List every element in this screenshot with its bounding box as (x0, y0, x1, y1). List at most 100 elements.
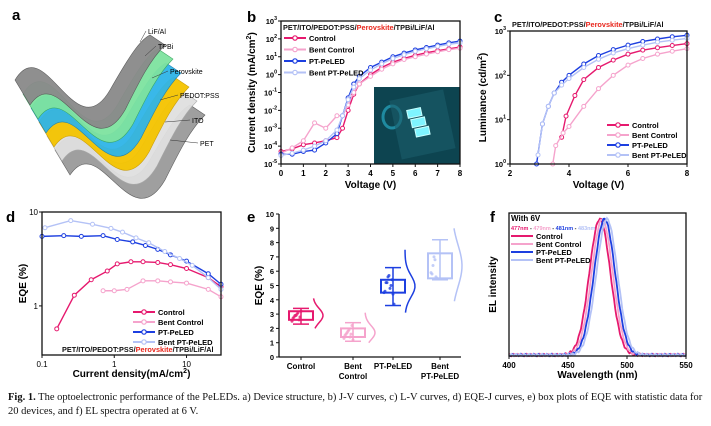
data-point (124, 286, 130, 292)
layer-label: Perovskite (170, 69, 203, 76)
y-tick-label: 0 (270, 353, 274, 362)
data-point (68, 218, 74, 224)
data-point (430, 272, 434, 276)
figure: a LiF/Al TPBi Perovskite PEDOT:PSS ITO PET b 0… (6, 7, 693, 381)
structure-title-prefix: PET/ITO/PEDOT:PSS/ (62, 345, 136, 354)
data-point (669, 37, 675, 43)
data-point (432, 255, 436, 259)
data-point (581, 65, 587, 71)
data-point (130, 239, 136, 245)
data-point (610, 72, 616, 78)
legend-label: PT-PeLED (158, 328, 194, 337)
y-tick-label: 1 (34, 302, 39, 311)
legend-marker (615, 122, 621, 128)
data-point (142, 242, 148, 248)
data-point (177, 255, 183, 261)
data-point (655, 39, 660, 45)
panel-letter-e: e (247, 209, 255, 226)
x-tick-label: 550 (679, 361, 693, 370)
x-tick-label: 10 (182, 360, 191, 369)
structure-title: PET/ITO/PEDOT:PSS/Perovskite/TPBi/LiF/Al (62, 345, 214, 354)
data-point (348, 335, 352, 339)
data-point (446, 41, 452, 47)
x-tick-label: 0.1 (36, 360, 48, 369)
layer-pointer (169, 139, 199, 144)
data-point (345, 107, 351, 113)
category-label: PT-PeLED (421, 372, 459, 381)
y-tick-label: 100 (266, 70, 277, 80)
data-point (545, 103, 551, 109)
data-point (423, 51, 429, 57)
peak-label: 481nm (556, 226, 574, 232)
layer-pointer (151, 70, 169, 79)
y-axis-label: Luminance (cd/m2) (477, 53, 489, 143)
structure-title-prefix: PET/ITO/PEDOT:PSS/ (512, 20, 586, 29)
y-tick-label: 102 (495, 70, 506, 80)
data-point (155, 278, 161, 284)
layer-pointer (159, 94, 179, 101)
panel-letter-d: d (6, 209, 15, 226)
data-point (412, 54, 418, 60)
panel-letter-f: f (490, 209, 496, 226)
x-tick-label: 3 (346, 169, 351, 178)
x-tick-label: 5 (391, 169, 396, 178)
legend-marker (615, 152, 621, 158)
data-point (61, 233, 67, 239)
structure-title-suffix: /TPBi/LiF/Al (394, 23, 435, 32)
y-axis-label: Current density (mA/cm2) (246, 32, 258, 153)
structure-title-suffix: /TPBi/LiF/Al (173, 345, 214, 354)
data-point (114, 236, 120, 242)
data-point (435, 276, 439, 280)
data-point (655, 45, 660, 51)
y-tick-label: 5 (270, 282, 274, 291)
layer-label: LiF/Al (148, 29, 166, 36)
data-point (610, 50, 616, 56)
data-point (100, 288, 106, 294)
plot-frame (509, 30, 688, 165)
caption-text: The optoelectronic performance of the Pe… (8, 392, 703, 417)
y-tick-label: 102 (266, 34, 277, 44)
data-point (300, 147, 306, 153)
data-point (566, 124, 572, 130)
data-point (379, 66, 385, 72)
y-tick-label: 1 (270, 339, 274, 348)
data-point (189, 262, 195, 268)
legend-marker (141, 319, 147, 325)
x-axis-label: Current density(mA/cm2) (73, 368, 191, 380)
data-point (167, 279, 173, 285)
legend-marker (615, 132, 621, 138)
box-2 (380, 249, 416, 313)
data-point (323, 125, 329, 131)
panel-b-jv-curves: b 0 1 2 3 4 5 6 7 8 10-5 10-4 10-3 10-2 10-1 100 101 102 1… (246, 9, 463, 191)
data-point (184, 266, 190, 272)
x-tick-label: 6 (413, 169, 418, 178)
y-tick-label: 10-3 (264, 123, 277, 133)
data-point (431, 263, 435, 267)
structure-title-highlight: Perovskite (357, 23, 394, 32)
category-label: PT-PeLED (374, 362, 412, 371)
legend-label: Bent Control (536, 240, 581, 249)
structure-title-highlight: Perovskite (136, 345, 173, 354)
data-point (389, 284, 393, 287)
layer-label: ITO (192, 118, 204, 125)
y-tick-label: 100 (495, 159, 506, 169)
data-point (669, 48, 675, 54)
data-point (379, 61, 385, 67)
data-point (423, 46, 429, 52)
x-tick-label: 4 (567, 169, 572, 178)
data-point (312, 143, 318, 149)
data-point (392, 302, 396, 306)
data-point (596, 56, 601, 62)
data-point (104, 268, 110, 274)
legend-label: Bent PT-PeLED (158, 338, 213, 347)
data-point (300, 138, 306, 144)
data-point (334, 135, 340, 141)
structure-title-highlight: Perovskite (586, 20, 623, 29)
y-tick-label: 10-4 (264, 141, 277, 151)
data-point (88, 277, 94, 283)
y-tick-label: 6 (270, 267, 274, 276)
legend-label: Bent Control (158, 318, 203, 327)
data-point (625, 51, 631, 57)
data-point (71, 292, 77, 298)
data-point (114, 261, 120, 267)
